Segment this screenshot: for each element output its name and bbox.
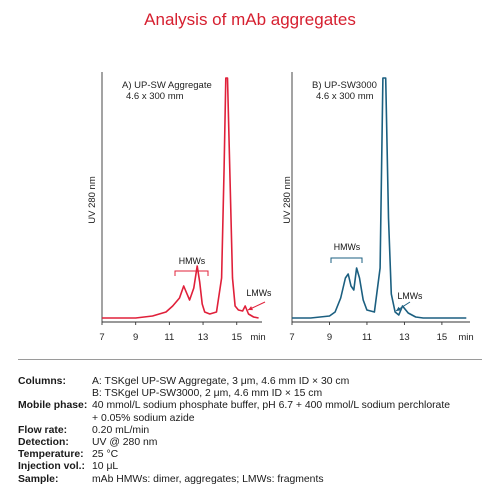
- lmw-arrowhead: [396, 306, 401, 311]
- condition-value: 0.20 mL/min: [92, 424, 150, 436]
- condition-row: Columns: A: TSKgel UP-SW Aggregate, 3 μm,…: [18, 376, 450, 388]
- hmw-bracket: [330, 257, 363, 263]
- x-tick-label: 15: [437, 332, 448, 343]
- condition-label: Columns:: [18, 376, 66, 387]
- condition-label: Temperature:: [18, 449, 84, 461]
- chromatogram-trace: [102, 77, 259, 319]
- condition-label: Sample:: [18, 473, 59, 485]
- condition-value: + 0.05% sodium azide: [92, 412, 195, 424]
- condition-row: Mobile phase: 40 mmol/L sodium phosphate …: [18, 400, 450, 412]
- condition-label: [18, 413, 92, 425]
- conditions-table: Columns: A: TSKgel UP-SW Aggregate, 3 μm,…: [18, 376, 450, 486]
- condition-value: B: TSKgel UP-SW3000, 2 μm, 4.6 mm ID × 1…: [92, 388, 323, 400]
- x-axis-unit: min: [458, 332, 473, 343]
- condition-label: Flow rate:: [18, 424, 68, 436]
- hmw-annotation: HMWs: [334, 242, 361, 252]
- condition-label: [18, 388, 92, 400]
- hmw-bracket: [174, 270, 209, 276]
- y-axis-label: UV 280 nm: [282, 176, 293, 224]
- condition-label: Mobile phase:: [18, 400, 88, 412]
- x-tick-label: 15: [231, 332, 242, 343]
- condition-value: 10 μL: [92, 461, 119, 473]
- condition-row: + 0.05% sodium azide: [18, 413, 450, 425]
- chromatogram-trace: [292, 77, 467, 319]
- x-tick-label: 13: [399, 332, 410, 343]
- condition-row: Detection: UV @ 280 nm: [18, 437, 450, 449]
- x-tick-label: 11: [362, 332, 372, 343]
- condition-value: mAb HMWs: dimer, aggregates; LMWs: fragm…: [92, 473, 324, 485]
- lmw-arrowhead: [248, 306, 253, 311]
- y-axis-label: UV 280 nm: [87, 176, 98, 224]
- condition-value: 40 mmol/L sodium phosphate buffer, pH 6.…: [92, 400, 451, 412]
- x-tick-label: 13: [198, 332, 209, 343]
- x-axis-unit: min: [250, 332, 265, 343]
- lmw-annotation: LMWs: [247, 288, 273, 298]
- panel-sublabel: 4.6 x 300 mm: [126, 91, 184, 102]
- x-tick-label: 9: [133, 332, 138, 343]
- condition-row: Injection vol.: 10 μL: [18, 461, 450, 473]
- condition-row: B: TSKgel UP-SW3000, 2 μm, 4.6 mm ID × 1…: [18, 388, 450, 400]
- hmw-annotation: HMWs: [179, 256, 206, 266]
- panel-label: A) UP-SW Aggregate: [122, 80, 212, 91]
- condition-row: Sample: mAb HMWs: dimer, aggregates; LMWs…: [18, 474, 450, 486]
- divider: [18, 359, 482, 360]
- page-title: Analysis of mAb aggregates: [144, 10, 356, 29]
- panel-label: B) UP-SW3000: [312, 80, 377, 91]
- x-tick-label: 7: [289, 332, 294, 343]
- condition-row: Temperature: 25 °C: [18, 449, 450, 461]
- condition-row: Flow rate: 0.20 mL/min: [18, 425, 450, 437]
- condition-value: 25 °C: [92, 449, 119, 461]
- condition-label: Detection:: [18, 437, 69, 449]
- x-tick-label: 11: [164, 332, 174, 343]
- condition-value: A: TSKgel UP-SW Aggregate, 3 μm, 4.6 mm …: [92, 376, 350, 387]
- condition-label: Injection vol.:: [18, 461, 85, 473]
- x-tick-label: 7: [99, 332, 104, 343]
- panel-sublabel: 4.6 x 300 mm: [316, 91, 374, 102]
- lmw-annotation: LMWs: [398, 291, 424, 301]
- x-tick-label: 9: [327, 332, 332, 343]
- condition-value: UV @ 280 nm: [92, 437, 158, 449]
